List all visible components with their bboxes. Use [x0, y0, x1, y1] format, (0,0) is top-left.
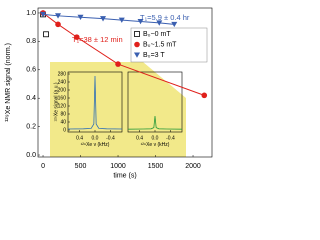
data-point — [100, 16, 107, 22]
legend-marker — [134, 52, 140, 58]
data-point — [171, 21, 178, 28]
y-tick-label: 0 — [63, 127, 66, 133]
inset: 0.4 0.0 -0.4 0 40 80 120 160 200 240 280 ¹²⁹Xe ν (k… — [53, 71, 183, 148]
y-tick-label: 0.0 — [26, 152, 36, 159]
fit-line — [42, 13, 175, 25]
data-point — [201, 92, 208, 99]
legend-label: B₀~0 mT — [143, 31, 171, 38]
y-tick-label: 80 — [60, 111, 66, 117]
chart: 0.4 0.0 -0.4 0 40 80 120 160 200 240 280 ¹²⁹Xe ν (k… — [5, 7, 213, 180]
y-tick-label: 1.0 — [26, 10, 36, 17]
x-tick-label: 500 — [75, 163, 87, 170]
data-point — [156, 20, 163, 26]
y-tick-label: 0.8 — [26, 38, 36, 45]
inset-background — [50, 62, 186, 157]
data-point — [77, 14, 84, 21]
legend-box — [130, 27, 208, 63]
x-axis-label: time (s) — [113, 173, 136, 180]
data-point — [115, 61, 121, 67]
x-tick-label: 1000 — [110, 163, 126, 170]
y-tick-label: 280 — [58, 71, 67, 77]
y-tick-label: 0.4 — [26, 95, 36, 102]
data-point — [55, 13, 62, 19]
legend-label: B₀=3 T — [143, 52, 165, 59]
page: 0.4 0.0 -0.4 0 40 80 120 160 200 240 280 ¹²⁹Xe ν (k… — [4, 7, 213, 180]
data-point — [40, 11, 47, 18]
annotation: T₁=38 ± 12 min — [72, 35, 123, 44]
x-tick-label: -0.4 — [166, 135, 175, 141]
data-point — [137, 18, 144, 25]
legend-marker — [134, 31, 140, 37]
annotation: T₁=5.9 ± 0.4 hr — [140, 13, 190, 22]
x-tick-label: -0.4 — [106, 135, 115, 141]
y-axis-label: ¹²⁹Xe signal (a.u.) — [53, 82, 59, 121]
legend-marker — [134, 41, 140, 48]
data-point — [73, 34, 80, 40]
y-tick-label: 240 — [58, 79, 67, 85]
legend-label: B₀~1.5 mT — [143, 41, 177, 48]
data-point — [43, 31, 49, 38]
y-axis-label: ¹²⁹Xe NMR signal (norm.) — [5, 43, 12, 122]
x-tick-label: 1500 — [148, 163, 164, 170]
y-tick-label: 160 — [58, 95, 67, 101]
x-tick-label: 0.4 — [136, 135, 143, 141]
x-tick-label: 0.0 — [152, 135, 159, 141]
spectrum-line — [127, 115, 183, 130]
data-point — [118, 17, 125, 23]
y-tick-label: 0.2 — [26, 123, 36, 130]
x-axis-label: ¹²⁹Xe ν (kHz) — [81, 142, 110, 148]
spectrum-line — [67, 75, 123, 130]
plot-frame — [37, 7, 213, 158]
x-axis-label: ¹²⁹Xe ν (kHz) — [141, 142, 170, 148]
x-tick-label: 0.4 — [76, 135, 83, 141]
data-point — [55, 21, 61, 28]
x-tick-label: 0.0 — [92, 135, 99, 141]
y-tick-label: 0.6 — [26, 67, 36, 74]
y-tick-label: 120 — [58, 103, 67, 109]
x-tick-label: 0 — [41, 163, 45, 170]
y-tick-label: 200 — [58, 87, 67, 93]
y-tick-label: 40 — [60, 119, 66, 125]
x-tick-label: 2000 — [185, 163, 201, 170]
